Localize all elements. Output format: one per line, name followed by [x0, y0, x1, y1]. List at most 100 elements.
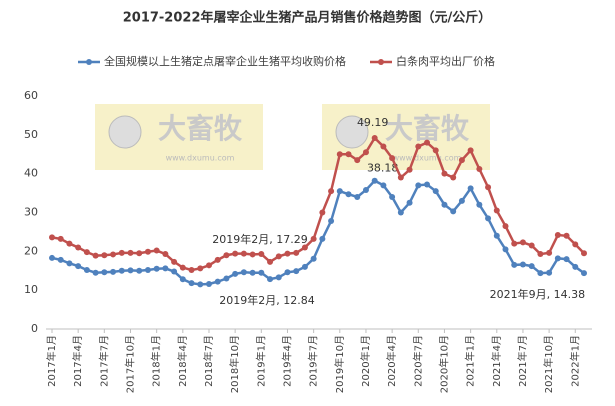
data-point	[153, 247, 160, 254]
data-point	[362, 186, 369, 193]
data-point	[371, 134, 378, 141]
data-point	[380, 143, 387, 150]
data-point	[301, 244, 308, 251]
data-point	[493, 207, 500, 214]
data-label: 2021年9月, 14.38	[490, 287, 585, 301]
data-point	[441, 170, 448, 177]
data-point	[502, 246, 509, 253]
data-point	[118, 249, 125, 256]
data-point	[171, 258, 178, 265]
data-point	[118, 267, 125, 274]
watermark-url: www.dxumu.com	[166, 154, 235, 163]
data-point	[336, 188, 343, 195]
data-point	[188, 280, 195, 287]
data-point	[83, 249, 90, 256]
data-point	[389, 155, 396, 162]
data-point	[424, 181, 431, 188]
data-point	[397, 174, 404, 181]
data-point	[223, 275, 230, 282]
data-point	[66, 260, 73, 267]
data-point	[493, 232, 500, 239]
data-point	[171, 268, 178, 275]
data-point	[57, 256, 64, 263]
data-point	[240, 269, 247, 276]
data-point	[110, 268, 117, 275]
data-point	[528, 242, 535, 249]
data-point	[284, 250, 291, 257]
data-point	[232, 250, 239, 257]
x-tick-label: 2020年7月	[411, 335, 424, 387]
data-point	[249, 251, 256, 258]
y-tick-label: 0	[31, 322, 38, 335]
x-tick-label: 2021年7月	[516, 335, 529, 387]
data-point	[554, 255, 561, 262]
data-point	[127, 249, 134, 256]
y-tick-label: 30	[24, 206, 38, 219]
data-point	[267, 276, 274, 283]
data-point	[563, 256, 570, 263]
data-point	[528, 263, 535, 270]
data-point	[354, 157, 361, 164]
data-point	[223, 252, 230, 259]
data-point	[284, 269, 291, 276]
watermark-text: 大畜牧	[385, 112, 470, 145]
data-point	[214, 256, 221, 263]
data-point	[354, 193, 361, 200]
data-point	[519, 261, 526, 268]
data-point	[197, 281, 204, 288]
data-point	[380, 182, 387, 189]
data-point	[537, 251, 544, 258]
data-point	[406, 166, 413, 173]
data-point	[49, 254, 55, 261]
data-point	[258, 251, 265, 258]
y-tick-label: 20	[24, 244, 38, 257]
data-point	[371, 177, 378, 184]
legend-label: 白条肉平均出厂价格	[396, 54, 495, 68]
x-tick-label: 2018年7月	[202, 335, 215, 387]
data-point	[432, 188, 439, 195]
y-tick-label: 60	[24, 89, 38, 102]
data-point	[450, 208, 457, 215]
data-point	[406, 199, 413, 206]
data-point	[275, 253, 282, 260]
data-point	[92, 252, 99, 259]
data-point	[458, 197, 465, 204]
data-label: 38.18	[367, 162, 399, 175]
watermark: 大畜牧 大畜牧 www.dxumu.com www.dxumu.com	[95, 104, 490, 170]
data-label: 2019年2月, 12.84	[219, 293, 314, 307]
x-tick-label: 2018年1月	[150, 335, 163, 387]
data-point	[546, 269, 553, 276]
data-point	[205, 262, 212, 269]
data-point	[249, 269, 256, 276]
data-point	[467, 147, 474, 154]
x-tick-label: 2019年10月	[333, 335, 346, 393]
watermark-text: 大畜牧	[158, 112, 243, 145]
legend-marker	[378, 59, 384, 65]
data-point	[432, 147, 439, 154]
data-point	[49, 234, 55, 241]
data-point	[485, 215, 492, 222]
x-tick-label: 2017年10月	[123, 335, 136, 393]
data-point	[205, 280, 212, 287]
data-point	[502, 223, 509, 230]
data-point	[153, 265, 160, 272]
data-point	[467, 185, 474, 192]
data-point	[75, 244, 82, 251]
x-tick-label: 2020年1月	[359, 335, 372, 387]
data-point	[415, 143, 422, 150]
x-tick-label: 2018年10月	[228, 335, 241, 393]
y-tick-label: 40	[24, 167, 38, 180]
data-point	[57, 235, 64, 242]
data-point	[424, 139, 431, 146]
data-point	[214, 278, 221, 285]
data-point	[441, 201, 448, 208]
legend-label: 全国规模以上生猪定点屠宰企业生猪平均收购价格	[104, 54, 346, 68]
data-point	[293, 268, 300, 275]
data-point	[328, 218, 335, 225]
data-point	[136, 250, 143, 257]
data-point	[110, 251, 117, 258]
data-point	[319, 209, 326, 216]
data-point	[179, 276, 186, 283]
x-tick-label: 2017年4月	[71, 335, 84, 387]
